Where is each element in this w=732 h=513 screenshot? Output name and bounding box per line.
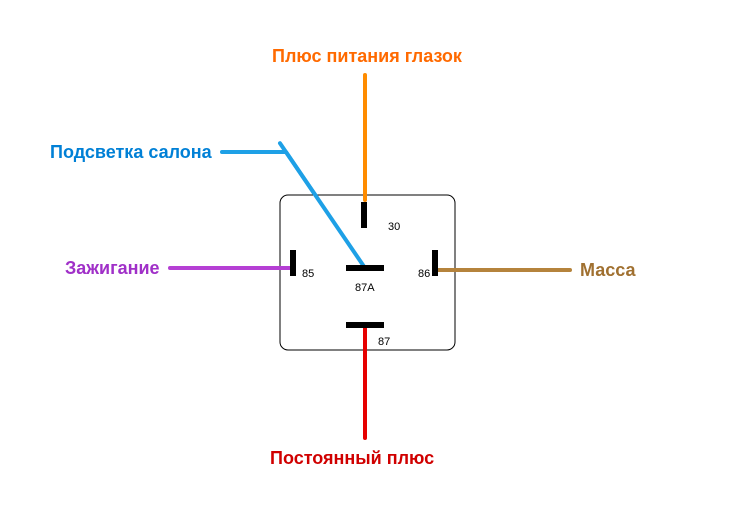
- pin-label-86: 86: [418, 268, 430, 280]
- label-left-upper: Подсветка салона: [50, 142, 212, 163]
- pin-label-30: 30: [388, 221, 400, 233]
- label-top: Плюс питания глазок: [272, 46, 462, 67]
- label-right: Масса: [580, 260, 635, 281]
- label-left-lower: Зажигание: [65, 258, 160, 279]
- label-bottom: Постоянный плюс: [270, 448, 434, 469]
- pin-label-87a: 87A: [355, 282, 375, 294]
- relay-diagram: [0, 0, 732, 513]
- pin-label-87: 87: [378, 336, 390, 348]
- pin-label-85: 85: [302, 268, 314, 280]
